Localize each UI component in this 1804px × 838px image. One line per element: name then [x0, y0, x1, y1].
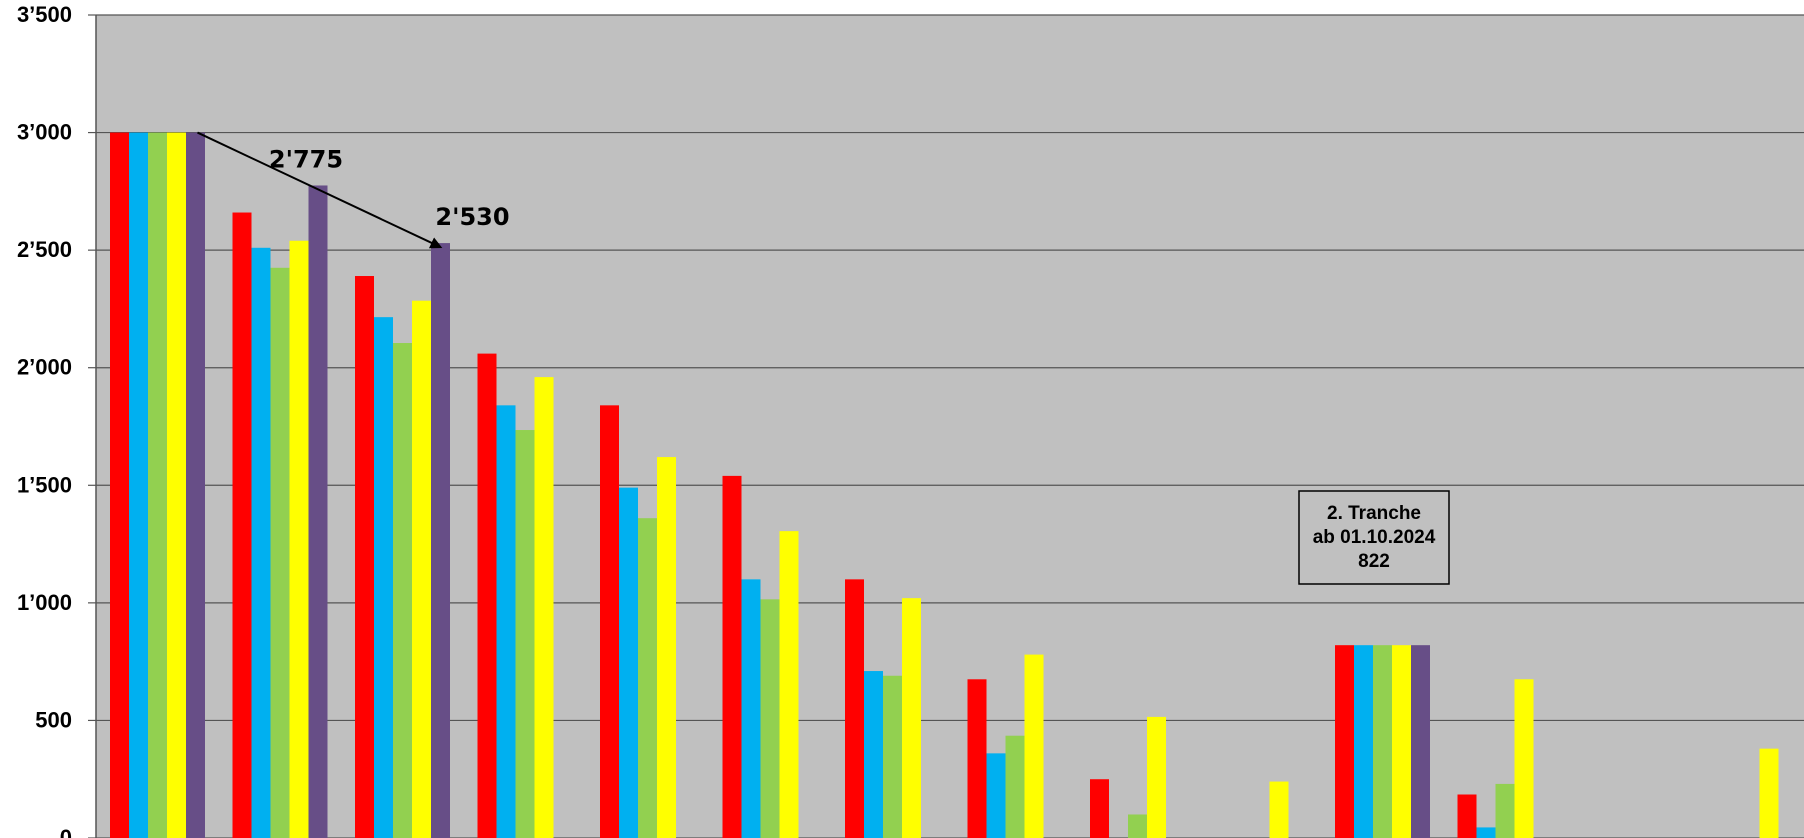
y-tick-label: 2’500 [17, 237, 72, 262]
bar [657, 457, 676, 838]
bar [1495, 783, 1515, 838]
bar [412, 300, 431, 838]
bar [986, 753, 1006, 838]
bar [1411, 645, 1430, 838]
bar [1514, 679, 1534, 838]
annotation-2775: 2'775 [269, 145, 343, 173]
y-axis-ticks: 0 500 1’000 1’500 2’000 2’500 3’000 3’500 [17, 2, 96, 838]
bar [864, 671, 883, 838]
tranche-value: 822 [1358, 551, 1390, 572]
bar [534, 377, 554, 838]
bar [129, 132, 148, 838]
bar [110, 132, 129, 838]
bar [515, 430, 535, 838]
y-tick-label: 3’500 [17, 2, 72, 27]
bar [477, 353, 497, 838]
y-tick-label: 2’000 [17, 355, 72, 380]
bars [110, 132, 1779, 838]
annotation-2530: 2'530 [435, 203, 509, 231]
y-tick-label: 1’000 [17, 590, 72, 615]
bar [355, 276, 374, 838]
bar [186, 132, 205, 838]
y-tick-label: 3’000 [17, 120, 72, 145]
bar [779, 531, 799, 838]
bar [496, 405, 516, 838]
bar [1005, 735, 1025, 838]
bar [1457, 794, 1477, 838]
trend-arrow [197, 131, 443, 249]
bar [1024, 654, 1044, 838]
bar [289, 240, 309, 838]
bar [167, 132, 186, 838]
bar [902, 598, 921, 838]
bar [1147, 716, 1166, 838]
bar [967, 679, 987, 838]
bar [393, 343, 412, 838]
bar [1392, 645, 1411, 838]
bar [270, 267, 290, 838]
tranche-box [1298, 490, 1450, 585]
bar [760, 599, 780, 838]
bar [638, 518, 657, 838]
y-tick-label: 1’500 [17, 472, 72, 497]
bar [308, 185, 328, 838]
tranche-title: 2. Tranche [1327, 503, 1421, 524]
y-tick-label: 500 [35, 707, 72, 732]
bar [1354, 645, 1373, 838]
y-tick-label: 0 [60, 825, 72, 838]
bar [619, 487, 638, 838]
bar [1759, 748, 1779, 838]
bar [1373, 645, 1392, 838]
plot-area [96, 15, 1804, 838]
bar [1128, 814, 1147, 838]
bar [845, 579, 864, 838]
bar [741, 579, 761, 838]
tranche-callout: 2. Tranche ab 01.10.2024 822 [1298, 490, 1450, 585]
bar [1090, 779, 1109, 838]
bar [600, 405, 619, 838]
bar [1269, 781, 1289, 838]
bar [1335, 645, 1354, 838]
bar [148, 132, 167, 838]
bar [232, 212, 252, 838]
bar [374, 317, 393, 838]
bar [883, 675, 902, 838]
bar [1476, 827, 1496, 838]
tranche-date: ab 01.10.2024 [1313, 527, 1436, 548]
bar [431, 243, 450, 838]
bar [722, 475, 742, 838]
bar [251, 247, 271, 838]
